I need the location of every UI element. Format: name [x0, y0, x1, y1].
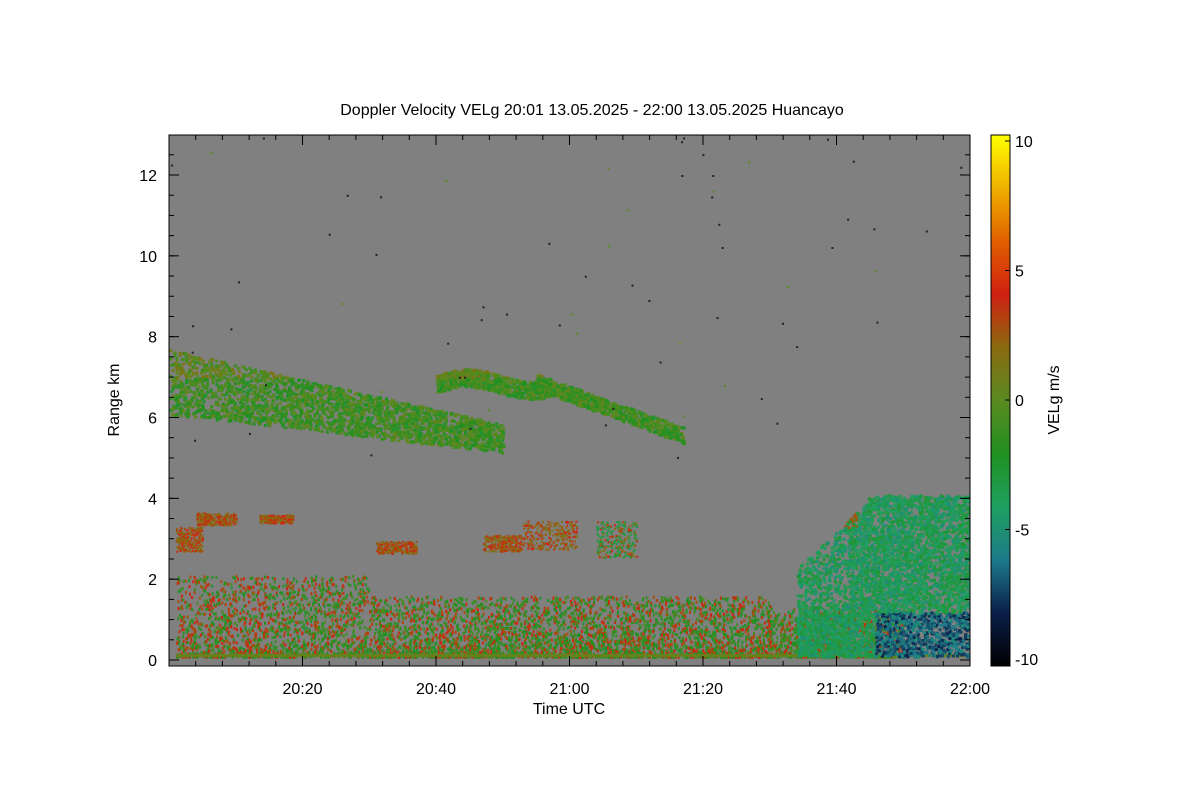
- colorbar-tick-label: -5: [1015, 523, 1029, 540]
- colorbar-ticks: 10 5 0 -5 -10: [1005, 134, 1038, 669]
- x-tick-label: 20:20: [282, 681, 322, 698]
- y-tick-label: 12: [139, 168, 157, 185]
- chart-title: Doppler Velocity VELg 20:01 13.05.2025 -…: [340, 102, 844, 119]
- y-tick-label: 2: [148, 572, 157, 589]
- colorbar-label: VELg m/s: [1046, 365, 1063, 434]
- y-tick-label: 8: [148, 330, 157, 347]
- y-axis-label: Range km: [106, 364, 123, 437]
- feature-mid-level-echoes: [175, 512, 639, 559]
- x-tick-label: 22:00: [950, 681, 990, 698]
- x-axis-label: Time UTC: [533, 701, 605, 718]
- y-tick-label: 4: [148, 491, 157, 508]
- x-tick-label: 21:00: [549, 681, 589, 698]
- y-tick-label: 10: [139, 249, 157, 266]
- y-tick-label: 0: [148, 653, 157, 670]
- colorbar-tick-label: 5: [1015, 264, 1024, 281]
- x-tick-label: 21:40: [816, 681, 856, 698]
- x-tick-label: 21:20: [683, 681, 723, 698]
- colorbar-tick-label: 0: [1015, 393, 1024, 410]
- noise-speckles: [171, 137, 963, 459]
- axis-ticks: 20:20 20:40 21:00 21:20 21:40 22:00 0 2 4 6 8 10 12: [139, 135, 990, 698]
- feature-precipitation: [796, 494, 970, 659]
- y-tick-label: 6: [148, 411, 157, 428]
- echo-features: [169, 349, 970, 659]
- x-tick-label: 20:40: [416, 681, 456, 698]
- colorbar-tick-label: 10: [1015, 134, 1033, 151]
- feature-upper-cloud-layer: [169, 349, 686, 455]
- colorbar-tick-label: -10: [1015, 652, 1038, 669]
